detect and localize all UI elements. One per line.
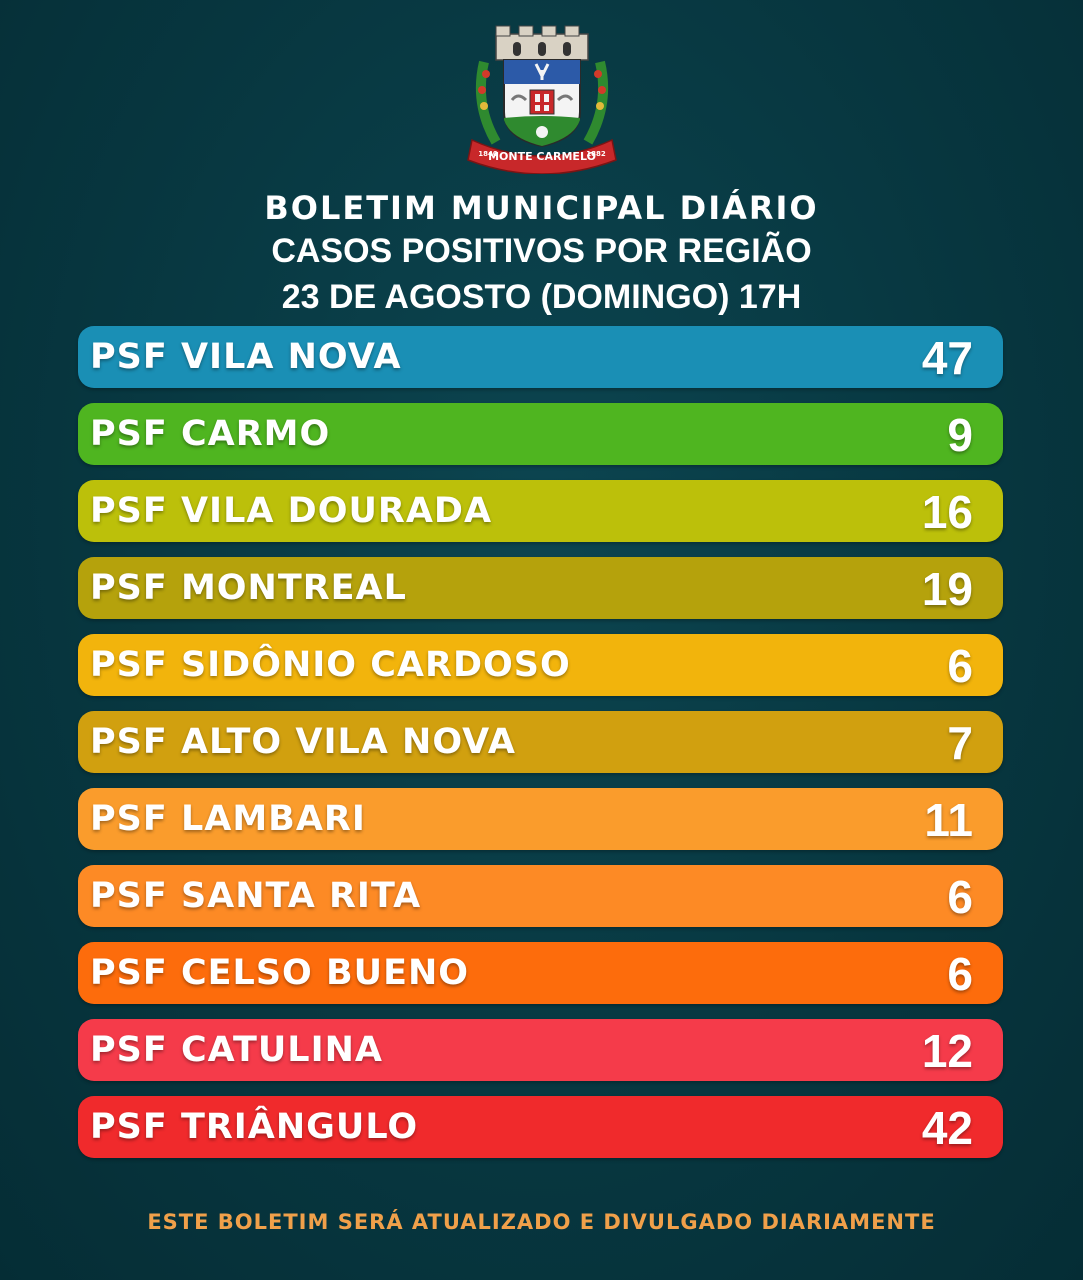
- bulletin-header: BOLETIM MUNICIPAL DIÁRIO CASOS POSITIVOS…: [0, 188, 1083, 320]
- region-name: PSF VILA NOVA: [90, 337, 402, 377]
- region-case-count: 6: [947, 640, 973, 692]
- bulletin-title: BOLETIM MUNICIPAL DIÁRIO: [264, 189, 819, 227]
- region-case-count: 9: [947, 409, 973, 461]
- region-row: PSF CELSO BUENO 6: [78, 942, 1003, 1004]
- region-case-count: 19: [921, 563, 973, 615]
- bulletin-date: 23 DE AGOSTO (DOMINGO) 17H: [281, 278, 802, 316]
- region-name: PSF CELSO BUENO: [90, 953, 470, 993]
- region-case-count: 12: [921, 1025, 973, 1077]
- region-case-count: 47: [921, 332, 973, 384]
- region-row: PSF SIDÔNIO CARDOSO 6: [78, 634, 1003, 696]
- crest-year-left: 1840: [478, 150, 498, 158]
- region-name: PSF SANTA RITA: [90, 876, 422, 916]
- bulletin-subtitle: CASOS POSITIVOS POR REGIÃO: [271, 232, 812, 270]
- region-name: PSF VILA DOURADA: [90, 491, 493, 531]
- region-row: PSF TRIÂNGULO 42: [78, 1096, 1003, 1158]
- region-name: PSF LAMBARI: [90, 799, 366, 839]
- coat-of-arms-icon: MONTE CARMELO 1840 1882: [467, 25, 617, 175]
- footer-notice: ESTE BOLETIM SERÁ ATUALIZADO E DIVULGADO…: [147, 1210, 936, 1234]
- crest-ribbon-text: MONTE CARMELO: [488, 150, 596, 163]
- municipal-coat-of-arms: MONTE CARMELO 1840 1882: [466, 14, 618, 175]
- region-row: PSF CATULINA 12: [78, 1019, 1003, 1081]
- region-row: PSF VILA DOURADA 16: [78, 480, 1003, 542]
- region-case-count: 6: [947, 948, 973, 1000]
- crest-year-right: 1882: [586, 150, 606, 158]
- region-case-count: 6: [947, 871, 973, 923]
- region-name: PSF ALTO VILA NOVA: [90, 722, 516, 762]
- region-case-count: 42: [921, 1102, 973, 1154]
- region-row: PSF LAMBARI 11: [78, 788, 1003, 850]
- region-name: PSF CATULINA: [90, 1030, 384, 1070]
- region-row: PSF SANTA RITA 6: [78, 865, 1003, 927]
- region-row: PSF VILA NOVA 47: [78, 326, 1003, 388]
- region-name: PSF TRIÂNGULO: [90, 1107, 419, 1147]
- region-name: PSF CARMO: [90, 414, 331, 454]
- region-case-count: 7: [947, 717, 973, 769]
- region-list: PSF VILA NOVA 47 PSF CARMO 9 PSF VILA DO…: [78, 326, 1003, 1173]
- region-case-count: 11: [924, 794, 973, 846]
- region-row: PSF CARMO 9: [78, 403, 1003, 465]
- region-name: PSF SIDÔNIO CARDOSO: [90, 645, 571, 685]
- region-row: PSF MONTREAL 19: [78, 557, 1003, 619]
- region-case-count: 16: [921, 486, 973, 538]
- region-row: PSF ALTO VILA NOVA 7: [78, 711, 1003, 773]
- region-name: PSF MONTREAL: [90, 568, 407, 608]
